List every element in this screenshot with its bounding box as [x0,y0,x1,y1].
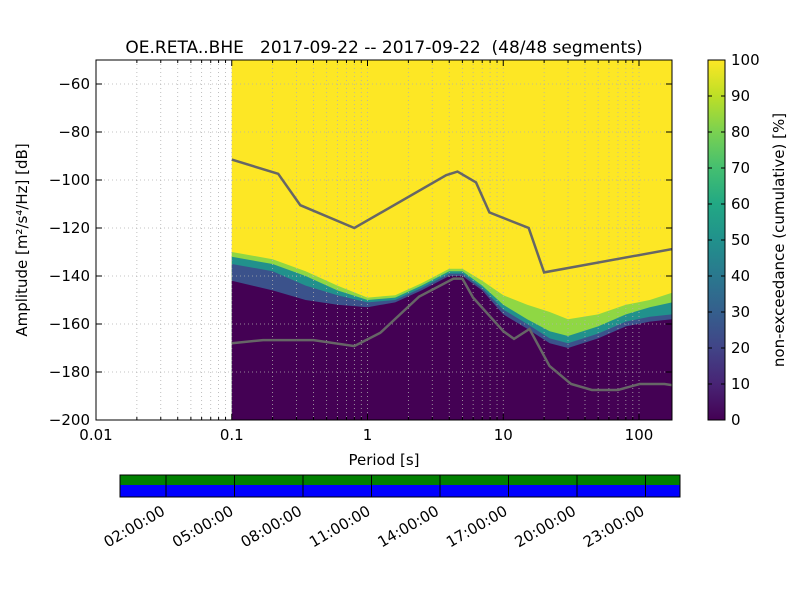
colorbar-tick-label: 70 [731,159,750,177]
timeline-tick-label: 05:00:00 [169,502,236,551]
heatmap-band-5pct [231,276,672,420]
colorbar-tick-label: 80 [731,123,750,141]
x-tick-label: 100 [625,426,654,444]
x-tick-label: 1 [363,426,373,444]
y-axis-label: Amplitude [m²/s⁴/Hz] [dB] [13,143,31,336]
colorbar-tick-label: 100 [731,51,760,69]
y-tick-label: −80 [58,123,90,141]
noise-model-lines [231,158,672,392]
colorbar-tick-label: 0 [731,411,741,429]
new-high-noise-model-line [231,158,672,274]
y-tick-label: −160 [49,315,90,333]
chart-title: OE.RETA..BHE 2017-09-22 -- 2017-09-22 (4… [125,38,642,58]
colorbar-label: non-exceedance (cumulative) [%] [770,113,788,367]
x-tick-label: 0.01 [79,426,112,444]
timeline-tick-label: 11:00:00 [306,502,373,551]
plot-area: 0.01 0.1 1 10 100 −60 −80 −100 −120 −140 −160 −180… [49,59,673,444]
timeline-tick-label: 17:00:00 [443,502,510,551]
colorbar-ticks: 0 10 20 30 40 50 60 70 80 90 100 [708,51,760,429]
new-low-noise-model-line [231,277,672,392]
timeline-tick-label: 23:00:00 [580,502,647,551]
timeline-bottom-bar [120,485,680,497]
timeline-tick-label: 20:00:00 [512,502,579,551]
colorbar-tick-label: 40 [731,267,750,285]
y-tick-label: −100 [49,171,90,189]
x-axis-ticks: 0.01 0.1 1 10 100 [79,60,653,444]
timeline-tick-label: 08:00:00 [238,502,305,551]
y-tick-label: −120 [49,219,90,237]
colorbar-tick-label: 60 [731,195,750,213]
colorbar-tick-label: 20 [731,339,750,357]
y-tick-label: −60 [58,75,90,93]
y-axis-ticks: −60 −80 −100 −120 −140 −160 −180 −200 [49,75,672,429]
timeline-tick-label: 02:00:00 [101,502,168,551]
x-axis-label: Period [s] [348,451,419,469]
plot-frame [95,59,673,421]
data-availability-timeline: 02:00:00 05:00:00 08:00:00 11:00:00 14:00:00… [101,474,681,551]
psd-heatmap [231,60,672,420]
colorbar-tick-label: 90 [731,87,750,105]
y-tick-label: −200 [49,411,90,429]
y-tick-label: −180 [49,363,90,381]
timeline-frame [119,474,681,498]
colorbar-tick-label: 10 [731,375,750,393]
x-tick-label: 10 [494,426,513,444]
timeline-tick-label: 14:00:00 [375,502,442,551]
x-tick-label: 0.1 [220,426,244,444]
colorbar-tick-label: 50 [731,231,750,249]
colorbar: 0 10 20 30 40 50 60 70 80 90 100 non-exceedance (c… [707,51,788,429]
timeline-top-bar [120,475,680,485]
colorbar-tick-label: 30 [731,303,750,321]
y-tick-label: −140 [49,267,90,285]
